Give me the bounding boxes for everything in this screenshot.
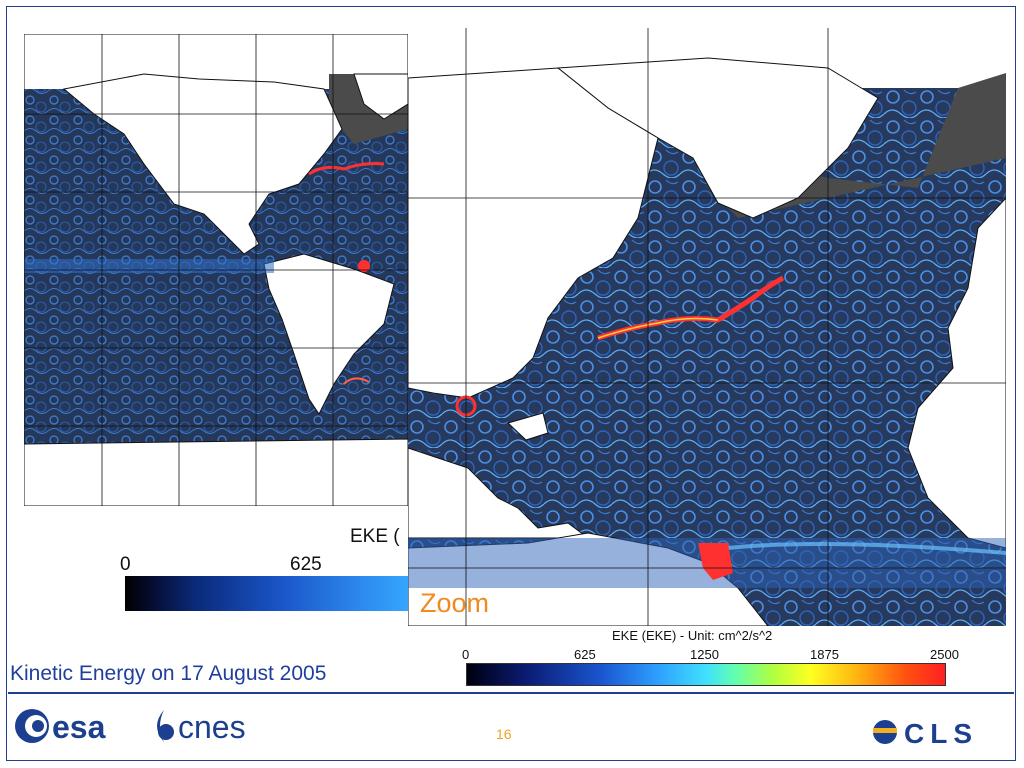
global-colorbar	[125, 576, 408, 611]
svg-text:esa: esa	[52, 709, 106, 745]
svg-text:cnes: cnes	[178, 709, 246, 745]
page-number: 16	[496, 726, 512, 742]
hotspot-brazil	[698, 543, 733, 580]
south-america	[263, 253, 395, 415]
cnes-logo: cnes	[157, 709, 246, 745]
slide-frame	[6, 6, 1016, 761]
footer-divider	[8, 692, 1014, 694]
zoom-eke-map	[408, 28, 1006, 626]
global-colorbar-tick: 0	[120, 554, 131, 575]
zoom-colorbar-tick: 1875	[810, 647, 839, 662]
global-colorbar-label: EKE (	[350, 526, 400, 547]
zoom-colorbar-label: EKE (EKE) - Unit: cm^2/s^2	[612, 628, 773, 643]
zoom-colorbar-tick: 1250	[690, 647, 719, 662]
cls-logo: CLS	[873, 718, 978, 749]
north-america	[62, 73, 343, 255]
svg-text:CLS: CLS	[904, 718, 978, 749]
global-eke-map	[24, 34, 408, 506]
zoom-label: Zoom	[420, 588, 490, 618]
north-america-coast	[408, 67, 659, 399]
global-colorbar-tick: 625	[290, 554, 322, 575]
zoom-colorbar	[466, 663, 946, 686]
esa-logo: esa	[15, 709, 106, 745]
slide-caption: Kinetic Energy on 17 August 2005	[10, 662, 327, 685]
zoom-colorbar-tick: 0	[462, 647, 470, 662]
zoom-colorbar-tick: 625	[574, 647, 596, 662]
zoom-colorbar-tick: 2500	[930, 647, 959, 662]
